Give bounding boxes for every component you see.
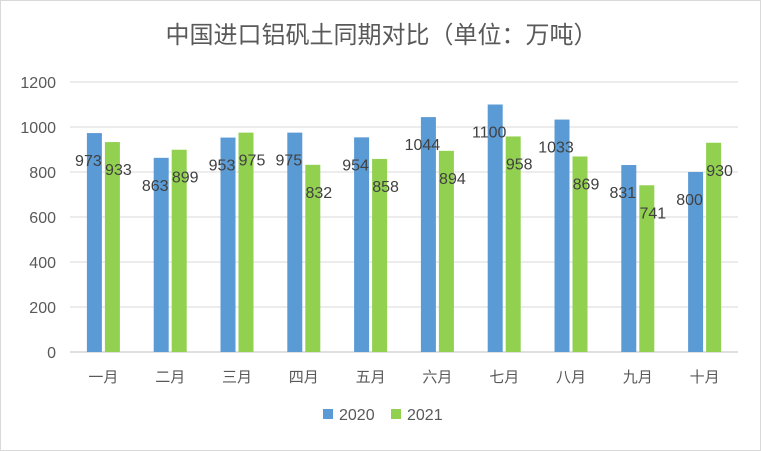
chart-title: 中国进口铝矾土同期对比（单位：万吨） xyxy=(165,21,598,49)
y-tick-label: 400 xyxy=(29,255,56,272)
x-category-label: 八月 xyxy=(556,368,586,386)
y-tick-label: 0 xyxy=(47,345,56,362)
x-category-label: 四月 xyxy=(289,368,319,386)
data-label-2021: 899 xyxy=(172,170,199,187)
data-label-2020: 831 xyxy=(609,185,636,202)
data-label-2021: 869 xyxy=(573,176,600,193)
bar-2020 xyxy=(287,132,303,352)
bar-2021 xyxy=(104,142,120,352)
data-label-2021: 741 xyxy=(639,205,666,222)
y-tick-label: 1000 xyxy=(20,120,56,137)
legend-swatch-2020 xyxy=(323,409,333,419)
y-tick-label: 200 xyxy=(29,300,56,317)
bar-2020 xyxy=(86,133,102,352)
data-label-2020: 954 xyxy=(342,157,369,174)
x-category-label: 三月 xyxy=(222,368,252,386)
y-tick-label: 1200 xyxy=(20,75,56,92)
bar-2021 xyxy=(372,158,388,352)
data-label-2020: 1033 xyxy=(538,140,574,157)
legend-label-2020: 2020 xyxy=(339,407,375,424)
x-category-label: 九月 xyxy=(623,368,653,386)
bar-2021 xyxy=(505,136,521,352)
x-category-label: 五月 xyxy=(356,368,386,386)
bar-2021 xyxy=(438,150,454,352)
bar-2020 xyxy=(354,137,370,352)
data-label-2020: 1100 xyxy=(472,125,507,142)
data-label-2021: 832 xyxy=(305,185,332,202)
legend-label-2021: 2021 xyxy=(407,407,443,424)
bar-2021 xyxy=(238,132,254,352)
y-tick-label: 600 xyxy=(29,210,56,227)
bar-2020 xyxy=(554,119,570,352)
data-label-2021: 975 xyxy=(239,153,266,170)
x-category-label: 七月 xyxy=(489,368,519,386)
bar-2021 xyxy=(639,185,655,352)
data-label-2020: 800 xyxy=(676,192,703,209)
data-label-2021: 894 xyxy=(439,171,466,188)
data-label-2020: 1044 xyxy=(405,137,441,154)
data-label-2020: 953 xyxy=(209,158,236,175)
gridlines xyxy=(70,81,738,353)
bar-2021 xyxy=(171,149,187,352)
bar-2020 xyxy=(487,104,503,352)
bars xyxy=(86,104,722,352)
data-label-2021: 933 xyxy=(105,162,132,179)
x-axis: 一月 二月 三月 四月 五月 六月 七月 八月 九月 十月 xyxy=(88,368,719,386)
x-category-label: 六月 xyxy=(422,368,452,386)
bar-2021 xyxy=(305,164,321,352)
bar-2020 xyxy=(153,157,169,352)
data-label-2021: 930 xyxy=(706,163,733,180)
data-label-2020: 975 xyxy=(275,153,302,170)
data-label-2020: 863 xyxy=(142,178,169,195)
x-category-label: 十月 xyxy=(690,368,720,386)
bar-2020 xyxy=(688,172,704,352)
data-label-2021: 858 xyxy=(372,179,399,196)
data-label-2021: 958 xyxy=(506,156,533,173)
data-label-2020: 973 xyxy=(75,153,102,170)
bar-2021 xyxy=(706,142,722,352)
legend-swatch-2021 xyxy=(391,409,401,419)
bar-2020 xyxy=(420,117,436,352)
legend: 2020 2021 xyxy=(323,407,443,424)
x-category-label: 二月 xyxy=(155,368,185,386)
bar-2020 xyxy=(621,165,637,352)
y-tick-label: 800 xyxy=(29,165,56,182)
y-axis: 0 200 400 600 800 1000 1200 xyxy=(20,75,56,362)
bar-2020 xyxy=(220,137,236,352)
bar-2021 xyxy=(572,156,588,352)
x-category-label: 一月 xyxy=(88,368,118,386)
